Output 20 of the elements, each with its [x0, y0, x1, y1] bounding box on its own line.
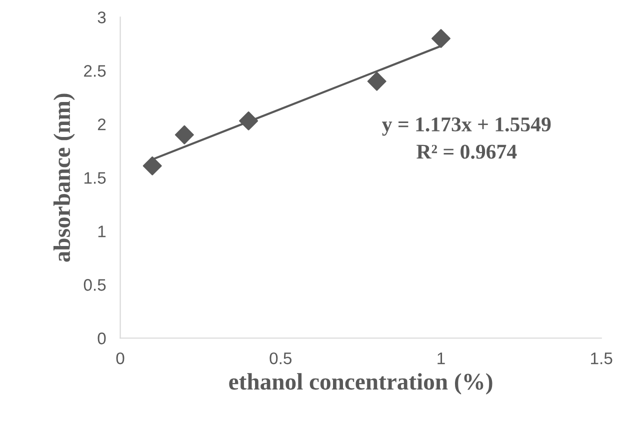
x-tick-label: 0.5: [270, 352, 292, 364]
y-axis-title: absorbance (nm): [53, 94, 75, 262]
y-tick-label: 1.5: [84, 172, 106, 184]
annotation: R² = 0.9674: [416, 144, 517, 159]
x-tick-label: 0: [116, 352, 124, 364]
y-tick-label: 0.5: [84, 279, 106, 291]
x-tick-label: 1: [438, 352, 445, 364]
y-tick-label: 3: [98, 12, 106, 24]
x-axis-title: ethanol concentration (%): [229, 373, 492, 395]
x-tick-label: 1.5: [591, 352, 612, 364]
y-tick-label: 2.5: [84, 65, 106, 77]
y-tick-label: 2: [98, 118, 106, 130]
point: [367, 72, 386, 91]
annotation: y = 1.173x + 1.5549: [382, 117, 551, 136]
point: [174, 125, 194, 144]
point: [239, 111, 258, 130]
y-tick-label: 0: [98, 332, 106, 344]
point: [432, 29, 450, 48]
y-tick-label: 1: [98, 226, 106, 238]
point: [142, 156, 162, 176]
